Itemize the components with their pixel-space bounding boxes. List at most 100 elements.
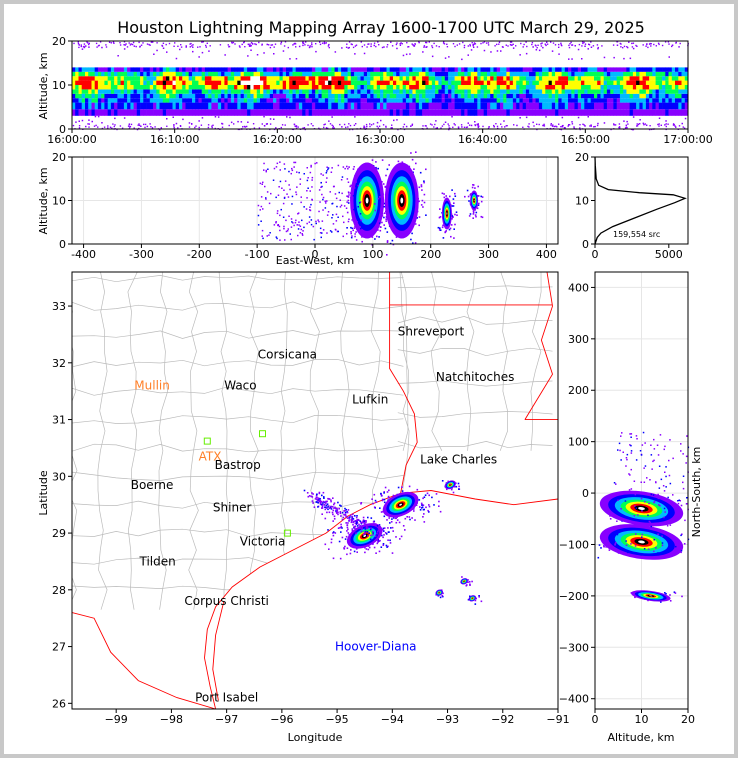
p1-dot [443,41,445,43]
p1-cell [243,85,248,90]
p2-dot [322,196,325,199]
p2-dot [309,206,311,208]
p1-cell [525,76,530,81]
p1-cell [512,80,517,85]
p1-cell [649,71,653,77]
p1-cell [75,102,79,110]
p1-cell [308,71,313,77]
p1-cell [250,67,254,72]
p1-cell [542,89,546,94]
p1-cell [247,80,251,85]
p1-cell [619,102,624,110]
p1-cell [321,80,326,85]
p4-dot [372,532,374,534]
p1-dot [466,126,469,128]
p1-dot [509,41,512,43]
p1-cell [493,80,498,85]
p1-cell [185,93,190,99]
p1-cell [500,109,504,116]
p4-dot [319,499,322,502]
p1-cell [467,89,472,94]
p1-dot [363,126,365,129]
p1-cell [227,89,232,94]
p1-cell [302,89,306,94]
p1-dot [264,125,266,127]
p1-cell [308,93,313,99]
p1-cell [127,67,131,72]
p1-cell [496,93,501,99]
p1-cell [247,98,251,103]
p1-cell [477,85,481,90]
p1-cell [321,102,326,110]
p1-cell [639,93,643,99]
p1-dot [541,42,543,44]
p2-dot [279,239,281,241]
p2-dot [303,206,305,208]
p1-cell [266,98,271,103]
p1-cell [143,93,147,99]
p1-cell [483,109,488,116]
p2-dot [291,195,294,198]
p4-dot [308,495,311,497]
p1-cell [104,67,108,72]
p1-cell [467,109,472,116]
p1-cell [169,85,173,90]
p4-dot [350,518,353,520]
p1-dot [472,45,474,47]
p1-cell [269,71,274,77]
p1-cell [211,109,215,116]
p1-dot [618,123,621,125]
p1-cell [467,98,472,103]
p1-cell [516,85,520,90]
p1-cell [584,109,588,116]
p1-cell [509,85,514,90]
p1-cell [311,80,316,85]
p4-storm-cell-dot [411,517,413,519]
p4-station-marker [283,529,291,537]
p2-dot [265,170,267,173]
p1-cell [626,67,630,72]
p1-dot [675,41,677,44]
p1-cell [146,102,151,110]
p1-cell [467,93,472,99]
p1-cell [616,85,621,90]
p4-storm-cell-dot [384,532,387,534]
p1-cell [204,85,209,90]
p1-cell [253,102,258,110]
p1-dot [648,128,651,131]
p2-dot [347,168,349,170]
p2-dot [285,219,287,222]
p1-cell [545,85,549,90]
p1-cell [159,98,164,103]
p1-cell [441,67,446,72]
p2-dot [317,219,319,221]
p1-cell [85,71,89,77]
p1-cell [240,89,245,94]
p1-cell [636,85,640,90]
p2-dot [352,195,355,197]
p5-storm-cell-dot [603,545,605,548]
p1-dot [269,118,272,120]
p1-dot [447,123,449,125]
p1-cell [279,80,284,85]
p2-dot [259,209,261,211]
p1-cell [243,71,248,77]
p1-dot [650,43,652,45]
p1-dot [588,44,591,46]
p1-cell [107,85,112,90]
p1-cell [564,89,569,94]
p1-cell [334,80,339,85]
p4-dot [332,520,334,522]
p1-dot [418,41,420,44]
p4-storm-cell-dot [339,526,341,529]
p1-cell [448,76,452,81]
p1-cell [217,93,222,99]
p1-cell [431,102,436,110]
p2-dot [335,220,338,222]
p1-cell [130,102,134,110]
p1-cell [506,89,510,94]
p4-dot [317,499,320,502]
p1-cell [370,102,374,110]
p1-cell [302,93,306,99]
